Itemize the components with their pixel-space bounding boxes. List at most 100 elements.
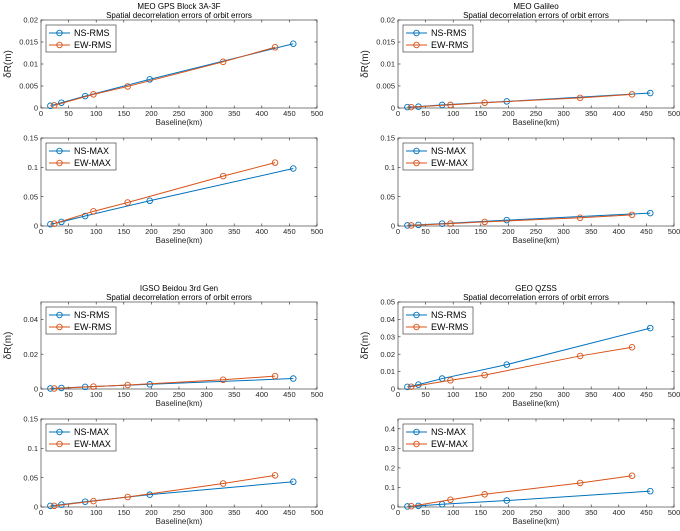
chart-panel-2: 0 50 100 150 200 250 300 350 400 450 500 0 0.005 0.01… — [360, 2, 680, 127]
data-point-ew-rms — [407, 383, 415, 390]
y-tick-label: 0.02 — [380, 16, 395, 25]
series-line-ew-rms — [411, 93, 633, 108]
legend-marker — [413, 311, 420, 319]
x-axis-label: Baseline(km) — [156, 118, 203, 127]
legend: NS-RMS EW-RMS — [402, 24, 474, 53]
series-line-ew-max — [54, 474, 276, 507]
legend-label: NS-RMS — [431, 28, 467, 38]
series-line-ns-rms — [50, 43, 294, 107]
data-point-ew-rms — [50, 102, 58, 109]
x-tick-label: 500 — [668, 109, 680, 118]
chart-panel-4: 0 50 100 150 200 250 300 350 400 450 500 0 0.05 0.1 0.… — [380, 134, 680, 245]
x-tick-label: 400 — [256, 390, 269, 399]
series-line-ew-rms — [54, 46, 276, 106]
y-tick-label: 0.03 — [380, 332, 395, 341]
legend-marker — [413, 29, 420, 37]
legend-marker — [56, 29, 63, 37]
x-tick-label: 200 — [502, 227, 515, 236]
x-tick-label: 300 — [200, 390, 213, 399]
data-point-ew-rms — [219, 376, 227, 384]
chart-panel-5: 0 50 100 150 200 250 300 350 400 450 500 0 0.02 0.04 B… — [3, 284, 323, 408]
x-tick-label: 100 — [90, 227, 103, 236]
y-tick-label: 0 — [391, 503, 395, 512]
x-tick-label: 200 — [145, 390, 158, 399]
chart-title: MEO Galileo — [513, 2, 559, 11]
data-point-ew-rms — [271, 372, 279, 380]
data-point-ns-max — [404, 503, 411, 510]
x-tick-label: 500 — [311, 390, 324, 399]
x-tick-label: 350 — [228, 227, 241, 236]
legend-label: NS-MAX — [74, 146, 109, 156]
x-tick-label: 350 — [228, 109, 241, 118]
legend-label: NS-MAX — [431, 146, 466, 156]
y-tick-label: 0.01 — [380, 60, 395, 69]
x-tick-label: 300 — [557, 508, 570, 517]
x-axis-label: Baseline(km) — [156, 399, 203, 408]
data-point-ns-rms — [290, 40, 297, 48]
x-tick-label: 150 — [118, 109, 131, 118]
x-tick-label: 200 — [502, 109, 515, 118]
y-tick-label: 0.1 — [28, 444, 38, 453]
x-tick-label: 400 — [256, 508, 269, 517]
x-tick-label: 50 — [421, 390, 429, 399]
data-point-ew-rms — [447, 101, 454, 109]
legend-marker — [413, 41, 420, 49]
x-tick-label: 0 — [396, 109, 400, 118]
data-point-ew-rms — [407, 103, 415, 111]
data-point-ns-max — [81, 212, 89, 220]
y-tick-label: 0.015 — [19, 38, 38, 47]
x-tick-label: 200 — [502, 508, 515, 517]
legend-label: NS-RMS — [74, 28, 110, 38]
x-tick-label: 400 — [613, 508, 626, 517]
data-point-ew-rms — [628, 91, 636, 98]
x-tick-label: 400 — [613, 390, 626, 399]
legend-marker — [56, 41, 63, 49]
data-point-ns-rms — [47, 385, 54, 392]
series-line-ew-max — [411, 475, 633, 507]
x-tick-label: 450 — [640, 508, 653, 517]
data-point-ns-max — [290, 478, 297, 486]
x-tick-label: 200 — [145, 227, 158, 236]
data-point-ns-max — [647, 209, 654, 217]
data-point-ew-max — [50, 502, 58, 510]
x-tick-label: 50 — [64, 508, 72, 517]
data-point-ns-rms — [404, 383, 411, 391]
x-tick-label: 450 — [283, 390, 296, 399]
x-tick-label: 100 — [447, 508, 460, 517]
y-tick-label: 0.1 — [28, 163, 38, 172]
data-point-ew-rms — [576, 352, 584, 360]
x-axis-label: Baseline(km) — [156, 517, 203, 526]
data-point-ew-rms — [481, 371, 488, 379]
legend-marker — [56, 311, 63, 319]
y-tick-label: 0.15 — [23, 415, 38, 424]
x-tick-label: 150 — [475, 508, 488, 517]
x-tick-label: 450 — [640, 109, 653, 118]
data-point-ew-max — [447, 496, 454, 504]
x-tick-label: 400 — [613, 227, 626, 236]
data-point-ns-max — [404, 222, 411, 229]
y-tick-label: 0 — [391, 385, 395, 394]
legend-marker — [56, 428, 63, 436]
x-tick-label: 50 — [421, 508, 429, 517]
chart-panel-1: 0 50 100 150 200 250 300 350 400 450 500 0 0.005 0.01… — [3, 2, 323, 127]
chart-panel-3: 0 50 100 150 200 250 300 350 400 450 500 0 0.05 0.1 0.… — [23, 134, 323, 245]
legend: NS-RMS EW-RMS — [45, 24, 117, 53]
x-tick-label: 350 — [228, 508, 241, 517]
data-point-ew-rms — [90, 91, 97, 98]
x-tick-label: 100 — [447, 109, 460, 118]
y-tick-label: 0.4 — [385, 424, 395, 433]
x-tick-label: 0 — [39, 109, 43, 118]
legend-box — [45, 142, 117, 171]
data-point-ew-max — [447, 220, 454, 227]
legend-label: EW-MAX — [431, 439, 468, 449]
y-tick-label: 0 — [391, 222, 395, 231]
y-tick-label: 0.04 — [23, 315, 38, 324]
legend-label: EW-MAX — [74, 439, 111, 449]
legend: NS-MAX EW-MAX — [45, 423, 117, 452]
legend-marker — [56, 147, 63, 155]
y-tick-label: 0.05 — [380, 192, 395, 201]
data-point-ns-max — [146, 197, 153, 205]
data-point-ew-max — [481, 491, 488, 498]
legend-marker — [413, 440, 420, 448]
